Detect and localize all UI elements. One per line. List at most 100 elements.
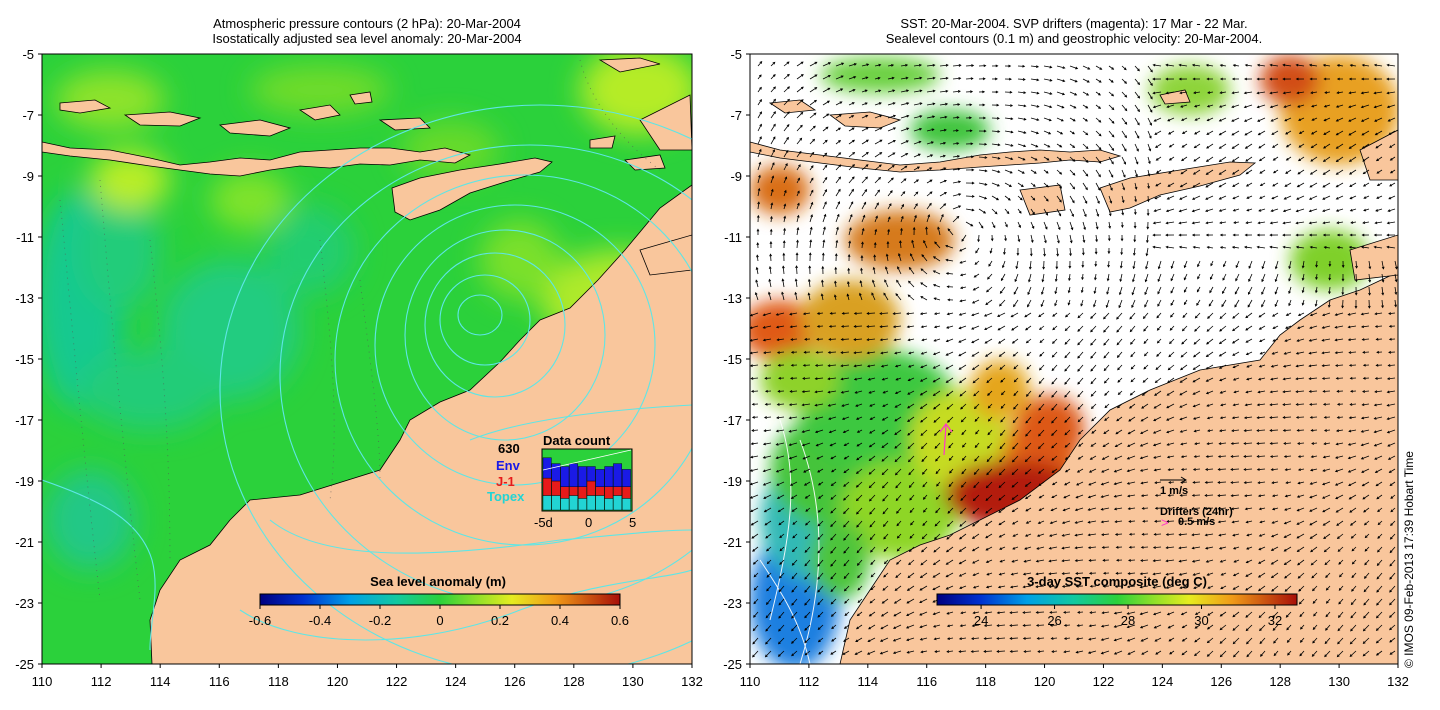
velocity-arrow <box>1349 507 1357 513</box>
velocity-arrow <box>1387 64 1396 67</box>
velocity-arrow <box>907 416 915 422</box>
velocity-arrow <box>972 520 980 527</box>
velocity-arrowhead <box>1234 291 1238 295</box>
velocity-arrowhead <box>929 191 933 195</box>
velocity-arrowhead <box>804 602 807 606</box>
velocity-arrowhead <box>958 380 962 384</box>
velocity-arrowhead <box>764 402 768 406</box>
velocity-arrowhead <box>1205 63 1209 67</box>
velocity-arrowhead <box>1168 131 1171 135</box>
velocity-arrowhead <box>777 509 781 513</box>
velocity-arrowhead <box>1335 376 1339 380</box>
velocity-arrow <box>856 507 863 515</box>
velocity-arrowhead <box>1116 418 1120 422</box>
velocity-arrowhead <box>1308 377 1312 381</box>
velocity-arrowhead <box>861 241 864 245</box>
velocity-arrowhead <box>930 154 934 157</box>
velocity-arrow <box>1363 169 1370 175</box>
velocity-arrowhead <box>896 535 900 539</box>
velocity-arrow <box>843 429 850 433</box>
velocity-arrowhead <box>983 64 987 68</box>
velocity-arrowhead <box>1107 251 1111 255</box>
velocity-arrowhead <box>959 260 963 264</box>
velocity-arrowhead <box>869 537 873 541</box>
velocity-arrow <box>1337 91 1344 94</box>
velocity-arrowhead <box>1012 433 1016 437</box>
velocity-arrow <box>872 280 876 288</box>
velocity-arrow <box>1206 221 1214 224</box>
velocity-arrow <box>1271 533 1279 538</box>
velocity-arrowhead <box>1192 379 1196 383</box>
velocity-arrow <box>796 61 804 67</box>
velocity-arrow <box>1064 624 1071 626</box>
velocity-arrowhead <box>948 445 952 449</box>
velocity-arrow <box>1335 494 1344 499</box>
velocity-arrow <box>818 650 824 655</box>
velocity-arrow <box>1261 286 1266 295</box>
velocity-arrowhead <box>961 471 965 475</box>
velocity-arrow <box>1389 598 1396 606</box>
velocity-arrowhead <box>1374 390 1378 394</box>
velocity-arrow <box>1285 130 1292 135</box>
velocity-arrow <box>1389 468 1396 473</box>
velocity-arrowhead <box>768 265 772 269</box>
velocity-arrowhead <box>1117 367 1120 371</box>
velocity-arrowhead <box>1231 146 1235 149</box>
velocity-arrowhead <box>996 650 1000 653</box>
velocity-arrow <box>1000 429 1006 436</box>
velocity-arrow <box>1310 481 1318 485</box>
velocity-arrowhead <box>1232 315 1236 319</box>
sst-colorbar-gradient <box>936 593 1298 606</box>
velocity-arrowhead <box>1386 233 1390 237</box>
lat-label: -13 <box>15 291 34 306</box>
data-count-bar-j1 <box>595 486 605 496</box>
velocity-arrow <box>751 442 759 445</box>
velocity-arrowhead <box>827 87 831 91</box>
velocity-arrow <box>1025 403 1032 410</box>
velocity-arrowhead <box>1049 534 1053 537</box>
velocity-arrowhead <box>1130 366 1134 370</box>
velocity-arrow <box>945 364 954 370</box>
velocity-arrow <box>1068 299 1071 305</box>
velocity-arrowhead <box>1076 482 1080 486</box>
velocity-arrowhead <box>1194 442 1198 445</box>
velocity-arrow <box>1375 481 1383 487</box>
velocity-arrow <box>1069 104 1076 109</box>
velocity-arrowhead <box>1025 393 1029 397</box>
velocity-arrow <box>1323 533 1331 539</box>
velocity-arrow <box>908 364 915 368</box>
velocity-arrow <box>1131 286 1136 295</box>
velocity-arrowhead <box>868 613 872 617</box>
velocity-arrowhead <box>1283 562 1287 566</box>
velocity-arrowhead <box>1100 520 1104 524</box>
velocity-arrowhead <box>1376 602 1379 606</box>
velocity-arrowhead <box>1295 351 1299 355</box>
velocity-arrow <box>1207 117 1214 121</box>
velocity-arrowhead <box>971 354 975 357</box>
velocity-arrowhead <box>1063 650 1067 654</box>
velocity-arrowhead <box>1336 416 1340 419</box>
velocity-arrow <box>896 520 902 526</box>
velocity-arrowhead <box>1007 197 1011 201</box>
left-map-title: Atmospheric pressure contours (2 hPa): 2… <box>42 16 692 46</box>
velocity-arrowhead <box>1350 602 1354 606</box>
velocity-arrow <box>934 637 941 640</box>
velocity-arrow <box>1013 403 1019 410</box>
velocity-arrowhead <box>1367 305 1371 309</box>
velocity-arrowhead <box>860 267 863 271</box>
velocity-arrow <box>939 167 946 171</box>
velocity-arrow <box>948 442 954 448</box>
velocity-arrowhead <box>941 213 944 217</box>
velocity-arrowhead <box>879 114 883 118</box>
velocity-arrow <box>1232 246 1240 249</box>
velocity-arrow <box>984 650 993 652</box>
velocity-arrowhead <box>1028 279 1031 283</box>
velocity-arrow <box>1121 195 1125 203</box>
velocity-arrow <box>974 273 980 278</box>
velocity-arrow <box>1219 104 1227 108</box>
velocity-arrowhead <box>1150 96 1153 100</box>
velocity-arrowhead <box>1258 327 1262 330</box>
velocity-arrowhead <box>1154 481 1158 485</box>
velocity-arrowhead <box>984 611 988 615</box>
velocity-arrowhead <box>1087 546 1091 549</box>
